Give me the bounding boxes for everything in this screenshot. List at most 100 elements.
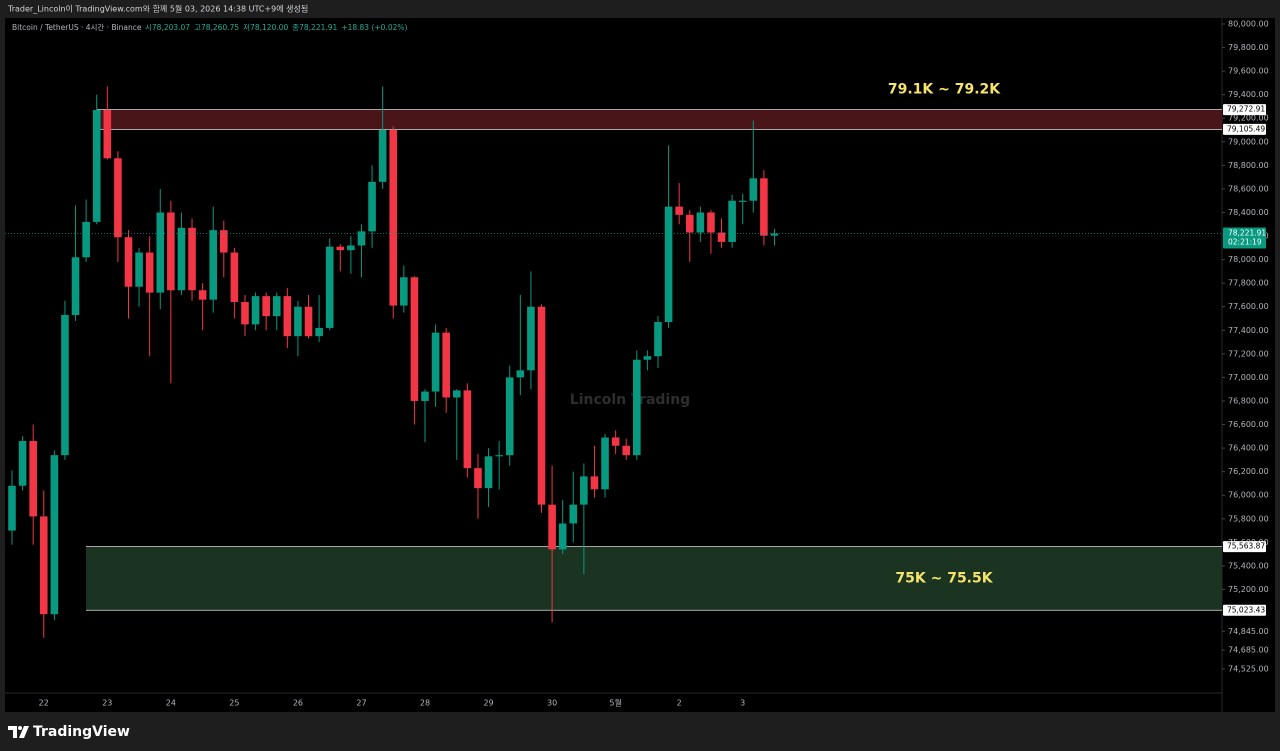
candle-body xyxy=(760,178,768,236)
candle-body xyxy=(516,370,525,378)
price-box-label: 75,563.87 xyxy=(1227,542,1265,551)
candle-body xyxy=(18,441,27,486)
symbol: Bitcoin / TetherUS · 4시간 · Binance xyxy=(12,22,142,32)
x-tick-label: 30 xyxy=(547,699,557,708)
y-tick-label: 78,600.00 xyxy=(1228,184,1269,193)
y-tick-label: 74,845.00 xyxy=(1228,627,1269,636)
candle-body xyxy=(50,455,59,615)
candle-body xyxy=(696,212,705,233)
candle-body xyxy=(294,306,302,337)
price-box-label: 75,023.43 xyxy=(1227,605,1265,614)
candle-body xyxy=(315,327,323,337)
y-tick-label: 77,400.00 xyxy=(1228,326,1269,335)
candle-body xyxy=(685,214,694,233)
candle-body xyxy=(304,306,313,337)
ohlc-value: +18.83 (+0.02%) xyxy=(341,23,407,32)
candle-body xyxy=(654,322,662,357)
y-tick-label: 74,685.00 xyxy=(1228,646,1269,655)
candle-body xyxy=(336,246,345,251)
candle-body xyxy=(527,306,535,371)
candle-body xyxy=(71,257,80,315)
candle-body xyxy=(707,212,715,233)
candle-body xyxy=(389,130,398,306)
candle-body xyxy=(505,377,514,456)
y-tick-label: 76,600.00 xyxy=(1228,420,1269,429)
y-tick-label: 76,800.00 xyxy=(1228,396,1269,405)
candle-body xyxy=(188,227,196,291)
candle-body xyxy=(241,302,249,325)
ohlc-value: 고78,260.75 xyxy=(194,23,239,32)
candle-body xyxy=(410,277,419,401)
countdown: 02:21:19 xyxy=(1228,237,1262,246)
candle-body xyxy=(272,296,281,317)
candle-body xyxy=(580,476,588,505)
candle-body xyxy=(558,523,567,550)
candle-body xyxy=(770,233,779,236)
price-box xyxy=(1223,541,1266,553)
y-tick-label: 75,800.00 xyxy=(1228,514,1269,523)
y-tick-label: 75,400.00 xyxy=(1228,561,1269,570)
y-tick-label: 79,200.00 xyxy=(1228,114,1269,123)
candle-body xyxy=(463,390,472,469)
price-box xyxy=(1223,604,1266,616)
y-tick-label: 76,400.00 xyxy=(1228,444,1269,453)
candle-body xyxy=(611,437,620,446)
candle-body xyxy=(378,130,387,182)
logo-icon xyxy=(8,726,29,738)
watermark: Lincoln Trading xyxy=(570,392,690,408)
y-tick-label: 77,800.00 xyxy=(1228,279,1269,288)
candle-body xyxy=(220,230,228,253)
x-tick-label: 29 xyxy=(483,699,493,708)
candle-body xyxy=(728,200,736,242)
candle-body xyxy=(177,227,186,291)
x-tick-label: 22 xyxy=(39,699,49,708)
y-tick-label: 79,000.00 xyxy=(1228,137,1269,146)
candle-body xyxy=(61,314,69,456)
y-tick-label: 75,200.00 xyxy=(1228,585,1269,594)
candle-body xyxy=(675,206,683,215)
y-tick-label: 77,200.00 xyxy=(1228,349,1269,358)
candle-body xyxy=(145,252,154,293)
candle-body xyxy=(156,212,165,293)
candle-body xyxy=(92,110,101,222)
y-tick-label: 74,525.00 xyxy=(1228,664,1269,673)
y-tick-label: 79,600.00 xyxy=(1228,67,1269,76)
brand: TradingView xyxy=(33,724,130,740)
candle-body xyxy=(749,178,758,201)
candle-body xyxy=(368,181,376,232)
candle-body xyxy=(251,296,260,325)
candle-body xyxy=(484,456,493,489)
x-tick-label: 3 xyxy=(740,699,745,708)
candle-body xyxy=(548,504,556,550)
x-tick-label: 2 xyxy=(677,699,682,708)
price-box xyxy=(1223,104,1266,116)
price-box-label: 79,272.91 xyxy=(1227,105,1265,114)
zone xyxy=(97,109,1222,130)
y-tick-label: 80,000.00 xyxy=(1228,20,1269,29)
candle-body xyxy=(209,230,218,300)
candle-body xyxy=(442,332,450,398)
y-tick-label: 78,000.00 xyxy=(1228,255,1269,264)
candle-body xyxy=(114,158,122,238)
candle-body xyxy=(29,441,37,517)
y-tick-label: 77,600.00 xyxy=(1228,302,1269,311)
price-box xyxy=(1223,123,1266,135)
zone xyxy=(86,546,1222,611)
candle-body xyxy=(717,232,726,242)
candle-body xyxy=(103,110,112,159)
candle-body xyxy=(262,296,270,317)
candle-body xyxy=(230,252,239,303)
candle-body xyxy=(167,212,175,291)
candle-body xyxy=(474,468,482,489)
candle-body xyxy=(325,246,334,328)
zone-label: 75K ~ 75.5K xyxy=(895,570,993,586)
y-tick-label: 76,200.00 xyxy=(1228,467,1269,476)
candle-body xyxy=(82,221,90,258)
candle-body xyxy=(124,237,133,287)
x-tick-label: 25 xyxy=(229,699,239,708)
x-tick-label: 5월 xyxy=(609,698,621,708)
candle-body xyxy=(431,332,440,392)
candle-body xyxy=(664,206,673,323)
x-tick-label: 26 xyxy=(293,699,303,708)
candle-body xyxy=(347,245,355,251)
